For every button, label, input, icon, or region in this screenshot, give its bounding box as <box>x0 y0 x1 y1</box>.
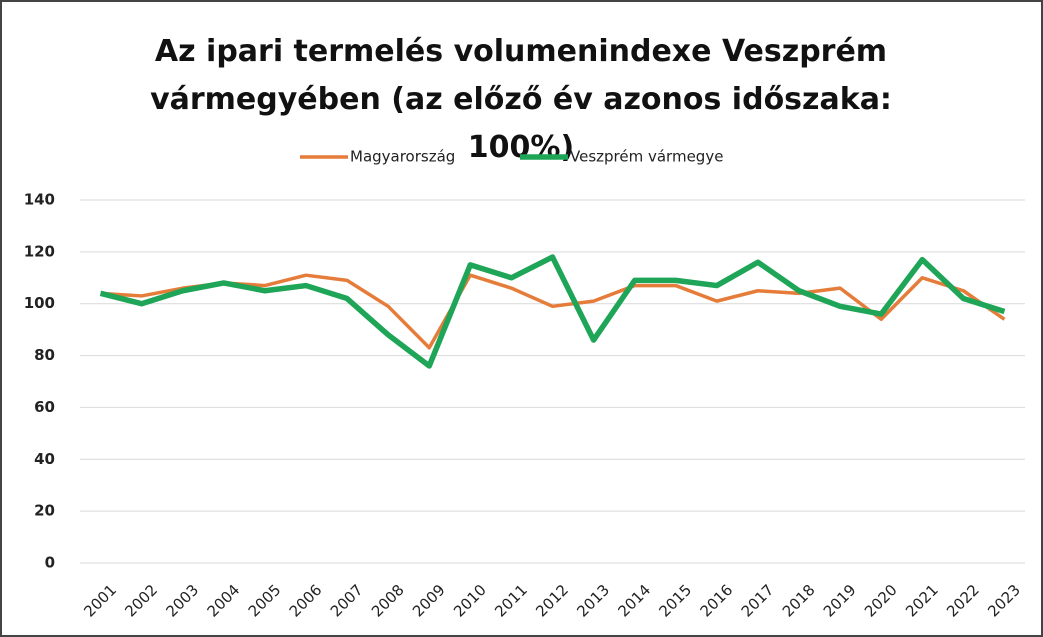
x-tick-label: 2001 <box>80 581 120 621</box>
x-tick-label: 2023 <box>984 581 1024 621</box>
y-tick-label: 40 <box>34 450 55 468</box>
x-tick-label: 2016 <box>697 581 737 621</box>
y-tick-label: 140 <box>24 191 55 209</box>
x-tick-label: 2022 <box>943 581 983 621</box>
y-tick-label: 120 <box>24 242 55 260</box>
x-tick-label: 2020 <box>861 581 901 621</box>
x-tick-label: 2017 <box>738 581 778 621</box>
x-tick-label: 2014 <box>614 581 654 621</box>
x-tick-label: 2009 <box>409 581 449 621</box>
x-tick-label: 2008 <box>368 581 408 621</box>
x-tick-label: 2012 <box>532 581 572 621</box>
y-tick-label: 0 <box>45 554 55 572</box>
x-tick-label: 2015 <box>656 581 696 621</box>
x-tick-label: 2006 <box>286 581 326 621</box>
y-tick-label: 80 <box>34 346 55 364</box>
chart-title: Az ipari termelés volumenindexe Veszprém… <box>150 34 892 165</box>
x-tick-label: 2004 <box>204 581 244 621</box>
x-tick-label: 2005 <box>245 581 285 621</box>
legend-label: Veszprém vármegye <box>570 148 723 166</box>
x-tick-label: 2019 <box>820 581 860 621</box>
line-series <box>100 273 1006 350</box>
y-tick-label: 60 <box>34 398 55 416</box>
y-tick-label: 20 <box>34 502 55 520</box>
x-tick-label: 2021 <box>902 581 942 621</box>
x-tick-label: 2018 <box>779 581 819 621</box>
x-tick-label: 2003 <box>162 581 202 621</box>
line-series <box>99 254 1006 369</box>
x-tick-label: 2013 <box>573 581 613 621</box>
legend-label: Magyarország <box>350 148 455 166</box>
x-tick-label: 2007 <box>327 581 367 621</box>
x-tick-label: 2010 <box>450 581 490 621</box>
x-tick-label: 2011 <box>491 581 531 621</box>
y-tick-label: 100 <box>24 294 55 312</box>
x-tick-label: 2002 <box>121 581 161 621</box>
